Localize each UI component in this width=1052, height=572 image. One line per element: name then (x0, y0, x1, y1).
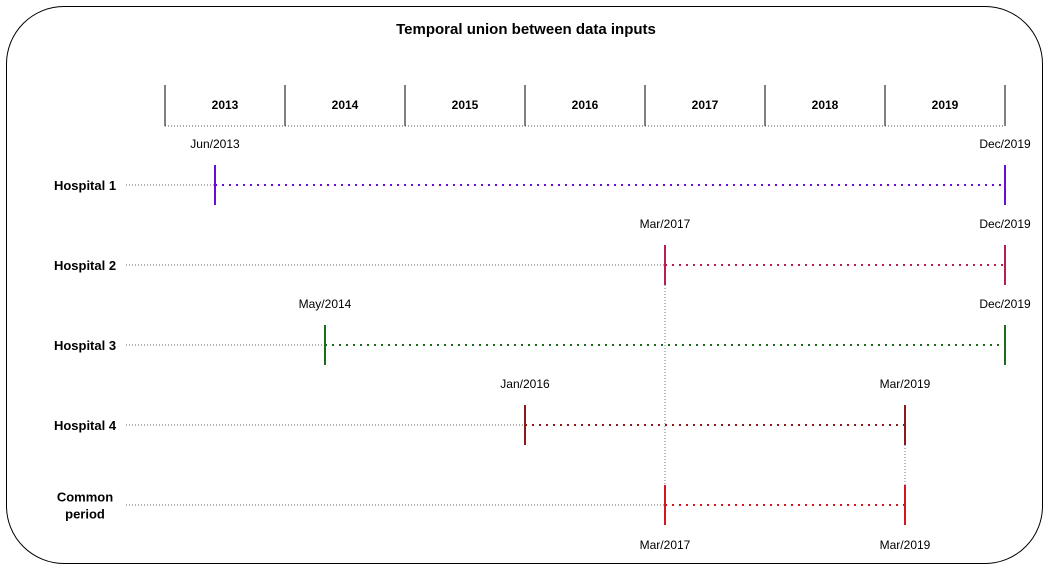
row-label: Hospital 3 (54, 338, 116, 353)
start-date-label: May/2014 (299, 297, 352, 311)
year-label: 2014 (332, 98, 359, 112)
year-label: 2017 (692, 98, 719, 112)
start-date-label: Jan/2016 (500, 377, 550, 391)
end-date-label: Mar/2019 (880, 538, 931, 552)
diagram-frame (6, 6, 1043, 564)
year-label: 2016 (572, 98, 599, 112)
row-label: Hospital 4 (54, 418, 117, 433)
year-label: 2019 (932, 98, 959, 112)
start-date-label: Mar/2017 (640, 538, 691, 552)
year-label: 2013 (212, 98, 239, 112)
diagram-title: Temporal union between data inputs (396, 21, 656, 38)
row-label: Hospital 2 (54, 258, 116, 273)
row-label: Hospital 1 (54, 178, 116, 193)
end-date-label: Dec/2019 (979, 137, 1031, 151)
row-label: Common period (57, 490, 113, 522)
year-label: 2015 (452, 98, 479, 112)
start-date-label: Mar/2017 (640, 217, 691, 231)
end-date-label: Dec/2019 (979, 217, 1031, 231)
end-date-label: Dec/2019 (979, 297, 1031, 311)
start-date-label: Jun/2013 (190, 137, 240, 151)
end-date-label: Mar/2019 (880, 377, 931, 391)
year-label: 2018 (812, 98, 839, 112)
